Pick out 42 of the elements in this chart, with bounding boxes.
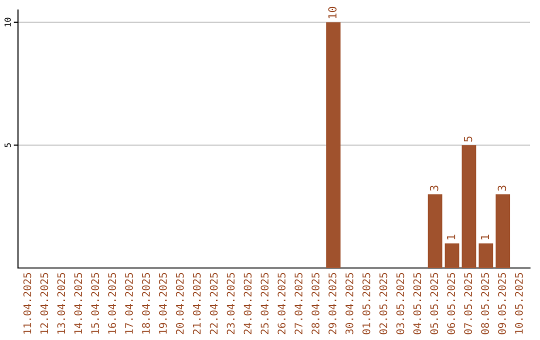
- x-tick-label: 27.04.2025: [294, 273, 302, 334]
- x-tick-label: 04.05.2025: [413, 273, 422, 334]
- x-tick-label: 20.04.2025: [176, 273, 184, 334]
- x-tick-label: 06.05.2025: [447, 273, 456, 334]
- bar: [444, 243, 460, 268]
- data-label: 1: [447, 234, 456, 240]
- x-tick-label: 23.04.2025: [226, 273, 235, 334]
- x-tick-label: 18.04.2025: [142, 273, 150, 334]
- data-label: 3: [430, 186, 438, 191]
- bar: [496, 194, 510, 268]
- x-tick-label: 24.04.2025: [244, 273, 252, 334]
- x-tick-label: 09.05.2025: [498, 273, 506, 334]
- x-tick-label: 30.04.2025: [345, 273, 354, 334]
- x-tick-label: 28.04.2025: [312, 273, 320, 334]
- x-tick-label: 08.05.2025: [481, 273, 489, 334]
- x-tick-label: 21.04.2025: [192, 273, 201, 334]
- bar: [428, 194, 442, 268]
- data-label: 5: [464, 136, 472, 142]
- x-tick-label: 10.05.2025: [515, 273, 523, 334]
- x-tick-label: 29.04.2025: [328, 273, 336, 334]
- x-tick-label: 25.04.2025: [260, 273, 269, 334]
- x-tick-label: 13.04.2025: [57, 273, 66, 334]
- x-tick-label: 03.05.2025: [396, 273, 404, 334]
- x-tick-label: 12.04.2025: [40, 273, 48, 334]
- x-tick-label: 05.05.2025: [430, 273, 438, 334]
- x-tick-label: 15.04.2025: [91, 273, 100, 334]
- x-tick-label: 22.04.2025: [210, 273, 218, 334]
- bar: [326, 22, 341, 268]
- x-tick-label: 17.04.2025: [125, 273, 133, 334]
- x-tick-label: 26.04.2025: [278, 273, 286, 334]
- x-tick-label: 02.05.2025: [379, 273, 388, 334]
- x-tick-label: 14.04.2025: [74, 273, 82, 334]
- x-tick-label: 19.04.2025: [158, 273, 167, 334]
- bar: [462, 145, 476, 268]
- x-tick-label: 11.04.2025: [23, 273, 32, 334]
- bar: [478, 243, 494, 268]
- data-label: 3: [498, 186, 506, 191]
- data-label: 10: [328, 6, 337, 18]
- x-tick-label: 07.05.2025: [464, 273, 472, 334]
- x-tick-label: 16.04.2025: [108, 273, 116, 334]
- data-label: 1: [480, 234, 490, 240]
- x-tick-label: 01.05.2025: [362, 273, 370, 334]
